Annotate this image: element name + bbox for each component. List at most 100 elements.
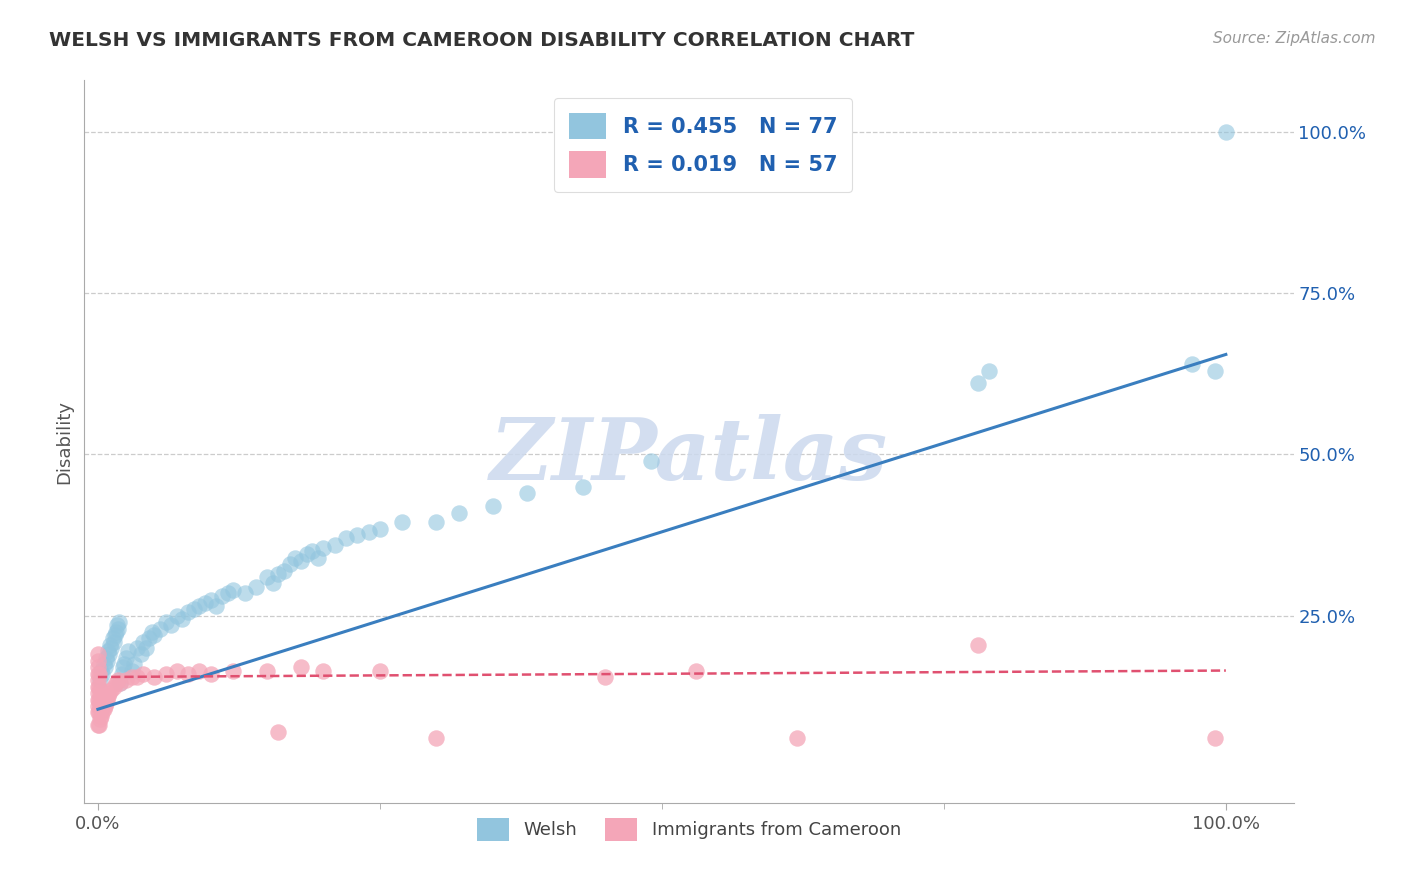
Legend: Welsh, Immigrants from Cameroon: Welsh, Immigrants from Cameroon — [470, 810, 908, 848]
Point — [103, 634, 125, 648]
Point — [217, 586, 239, 600]
Point — [262, 576, 284, 591]
Point — [110, 676, 132, 690]
Point — [87, 706, 110, 720]
Point — [111, 660, 134, 674]
Point — [267, 566, 290, 581]
Point — [132, 666, 155, 681]
Point — [481, 499, 503, 513]
Point — [200, 666, 222, 681]
Point — [166, 608, 188, 623]
Point — [89, 673, 111, 688]
Point — [194, 596, 217, 610]
Point — [1204, 363, 1226, 377]
Point — [121, 664, 143, 678]
Point — [93, 660, 115, 674]
Point — [141, 624, 163, 639]
Point — [100, 640, 122, 655]
Point — [425, 515, 447, 529]
Point — [89, 699, 111, 714]
Point — [188, 664, 211, 678]
Point — [90, 664, 112, 678]
Point — [87, 692, 110, 706]
Point — [100, 682, 122, 697]
Point — [87, 660, 110, 674]
Point — [284, 550, 307, 565]
Point — [205, 599, 228, 613]
Point — [515, 486, 537, 500]
Point — [87, 673, 110, 688]
Point — [312, 541, 335, 555]
Point — [94, 650, 117, 665]
Point — [115, 650, 138, 665]
Point — [87, 680, 110, 694]
Point — [312, 664, 335, 678]
Point — [335, 531, 357, 545]
Point — [447, 506, 470, 520]
Point — [127, 670, 149, 684]
Point — [127, 640, 149, 655]
Point — [256, 570, 278, 584]
Point — [135, 640, 157, 655]
Point — [211, 590, 233, 604]
Point — [122, 657, 145, 672]
Point — [188, 599, 211, 613]
Point — [98, 686, 121, 700]
Point — [93, 699, 115, 714]
Point — [93, 657, 115, 672]
Point — [104, 624, 127, 639]
Point — [977, 363, 1000, 377]
Point — [1181, 357, 1204, 371]
Point — [290, 660, 312, 674]
Point — [87, 648, 110, 662]
Point — [87, 666, 110, 681]
Point — [91, 692, 114, 706]
Point — [1215, 125, 1237, 139]
Point — [200, 592, 222, 607]
Point — [91, 706, 114, 720]
Point — [966, 638, 988, 652]
Point — [172, 612, 194, 626]
Point — [143, 670, 166, 684]
Point — [87, 699, 110, 714]
Point — [104, 676, 127, 690]
Point — [132, 634, 155, 648]
Point — [89, 712, 111, 726]
Point — [121, 670, 143, 684]
Point — [93, 702, 115, 716]
Point — [222, 664, 245, 678]
Point — [101, 632, 124, 646]
Point — [572, 480, 595, 494]
Point — [166, 664, 188, 678]
Point — [245, 580, 267, 594]
Point — [307, 550, 329, 565]
Point — [117, 644, 139, 658]
Point — [685, 664, 707, 678]
Point — [183, 602, 205, 616]
Point — [87, 692, 110, 706]
Point — [177, 606, 200, 620]
Point — [640, 454, 662, 468]
Point — [391, 515, 413, 529]
Text: WELSH VS IMMIGRANTS FROM CAMEROON DISABILITY CORRELATION CHART: WELSH VS IMMIGRANTS FROM CAMEROON DISABI… — [49, 31, 914, 50]
Point — [87, 686, 110, 700]
Point — [90, 708, 112, 723]
Point — [87, 718, 110, 732]
Point — [112, 657, 135, 672]
Point — [595, 670, 617, 684]
Point — [267, 724, 290, 739]
Point — [103, 680, 125, 694]
Point — [222, 582, 245, 597]
Point — [149, 622, 172, 636]
Point — [177, 666, 200, 681]
Point — [110, 666, 132, 681]
Point — [104, 628, 127, 642]
Point — [96, 692, 118, 706]
Point — [107, 622, 129, 636]
Point — [155, 666, 177, 681]
Y-axis label: Disability: Disability — [55, 400, 73, 483]
Point — [233, 586, 256, 600]
Point — [138, 632, 160, 646]
Point — [105, 618, 128, 632]
Point — [90, 696, 112, 710]
